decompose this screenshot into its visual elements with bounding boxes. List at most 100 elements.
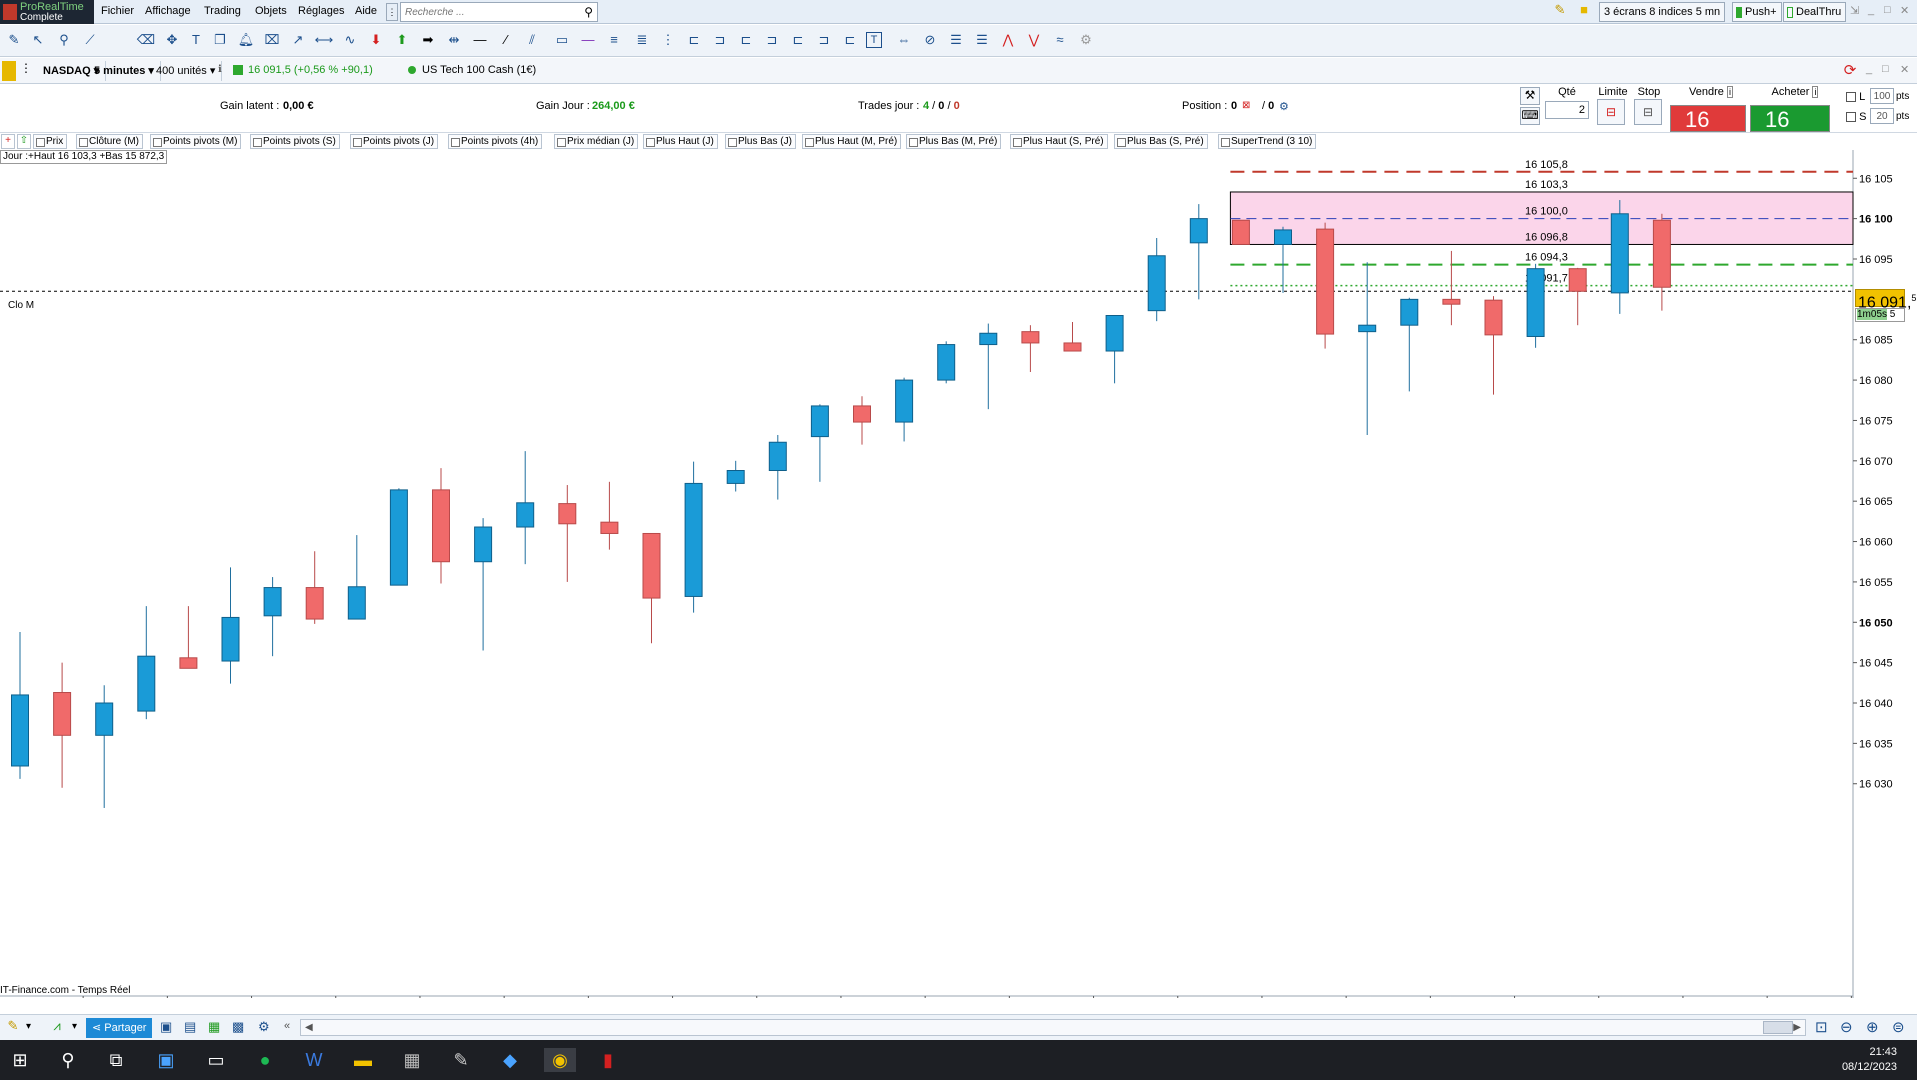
- scroll-right-icon[interactable]: ▶: [1793, 1022, 1801, 1033]
- move-icon[interactable]: ✥: [166, 32, 178, 47]
- qty-input[interactable]: [1545, 101, 1589, 119]
- tools-icon[interactable]: ✎: [1554, 2, 1566, 17]
- scale-icon[interactable]: ⇔: [897, 32, 911, 47]
- refresh-icon[interactable]: ⟳: [1843, 62, 1857, 79]
- rectangle-icon[interactable]: ▭: [555, 32, 569, 47]
- level-7-icon[interactable]: ⊏: [844, 32, 856, 47]
- indicator-prix[interactable]: Prix: [33, 134, 68, 149]
- arrow-line-icon[interactable]: ↗: [292, 32, 304, 47]
- chat-icon[interactable]: ▣: [160, 1019, 173, 1034]
- zoom-in-icon[interactable]: ⊕: [1866, 1019, 1879, 1036]
- search-input[interactable]: [401, 3, 571, 21]
- search-icon[interactable]: ⚲: [584, 5, 593, 19]
- spotify-icon[interactable]: ●: [259, 1050, 271, 1070]
- indicator-plus-bas-s[interactable]: Plus Bas (S, Pré): [1114, 134, 1208, 149]
- sheet-icon[interactable]: ▦: [208, 1019, 221, 1034]
- keyboard-icon[interactable]: ⌨: [1520, 107, 1540, 125]
- level-1-icon[interactable]: ⊏: [688, 32, 700, 47]
- indicator-chart-icon[interactable]: ⩘: [53, 1018, 61, 1033]
- indicator-prix-median[interactable]: Prix médian (J): [554, 134, 639, 149]
- long-checkbox[interactable]: [1846, 92, 1856, 103]
- bell-icon[interactable]: 🔔︎: [237, 32, 255, 47]
- level-4-icon[interactable]: ⊐: [766, 32, 778, 47]
- calculator-icon[interactable]: ▦: [403, 1050, 421, 1070]
- zoom-icon[interactable]: ⚲: [59, 32, 69, 47]
- indicator-plus-haut-j[interactable]: Plus Haut (J): [643, 134, 718, 149]
- price-chart[interactable]: 16 105,8 16 103,3 16 100,0 16 096,8 16 094,3…: [0, 150, 1917, 998]
- push-button[interactable]: Push+: [1732, 2, 1782, 22]
- buy-button[interactable]: 16 092,0: [1750, 105, 1830, 162]
- parallel-icon[interactable]: ≡: [610, 32, 618, 47]
- menu-affichage[interactable]: Affichage: [145, 5, 191, 17]
- arrow-down-red-icon[interactable]: ⬇: [370, 32, 382, 47]
- trash-icon[interactable]: ⌧: [264, 32, 280, 47]
- close-position-icon[interactable]: ⊠: [1242, 100, 1251, 111]
- search-icon[interactable]: ⚲: [61, 1050, 75, 1070]
- exchange-dropdown[interactable]: NASDAQ ▾: [37, 61, 107, 81]
- curve-icon[interactable]: ∿: [344, 32, 356, 47]
- text-box-icon[interactable]: T: [866, 32, 882, 48]
- indicator-pivots-m[interactable]: Points pivots (M): [150, 134, 242, 149]
- horizontal-line-icon[interactable]: —: [473, 32, 487, 47]
- settings-circle-icon[interactable]: ⚙: [1080, 32, 1092, 47]
- window-maximize-icon[interactable]: □: [1882, 63, 1889, 75]
- zoom-fit-icon[interactable]: ⊡: [1815, 1019, 1828, 1036]
- wave-3-icon[interactable]: ≈: [1056, 32, 1064, 47]
- arrow-right-icon[interactable]: ➡: [422, 32, 434, 47]
- indicator-plus-bas-m[interactable]: Plus Bas (M, Pré): [906, 134, 1002, 149]
- horizontal-ray-icon[interactable]: ⇹: [448, 32, 460, 47]
- level-6-icon[interactable]: ⊐: [818, 32, 830, 47]
- menu-reglages[interactable]: Réglages: [298, 5, 345, 17]
- alert-icon[interactable]: ■: [1580, 2, 1588, 17]
- fibonacci-icon[interactable]: ≣: [636, 32, 648, 47]
- settings-icon[interactable]: ⚙: [258, 1019, 270, 1034]
- word-icon[interactable]: W: [305, 1050, 323, 1070]
- tools-icon[interactable]: ✎: [7, 1018, 19, 1033]
- text-icon[interactable]: T: [192, 32, 200, 47]
- indicator-pivots-s[interactable]: Points pivots (S): [250, 134, 340, 149]
- workspace-button[interactable]: 3 écrans 8 indices 5 mn: [1599, 2, 1726, 22]
- remote-desktop-icon[interactable]: ◆: [503, 1050, 517, 1070]
- system-clock[interactable]: 21:43 08/12/2023: [1842, 1045, 1897, 1075]
- search-toggle-icon[interactable]: ⋮: [386, 3, 398, 21]
- app-logo[interactable]: ProRealTime Complete: [0, 0, 94, 24]
- menu-objets[interactable]: Objets: [255, 5, 287, 17]
- arrow-up-green-icon[interactable]: ⬆: [396, 32, 408, 47]
- report-icon[interactable]: ▤: [184, 1019, 197, 1034]
- search-box[interactable]: ⚲: [400, 2, 598, 22]
- zoom-out-icon[interactable]: ⊖: [1840, 1019, 1853, 1036]
- indicator-plus-bas-j[interactable]: Plus Bas (J): [725, 134, 796, 149]
- short-checkbox[interactable]: [1846, 112, 1856, 123]
- share-button[interactable]: ⋖ Partager: [86, 1018, 153, 1038]
- chevron-down-icon[interactable]: ▾: [26, 1021, 32, 1032]
- task-view-icon[interactable]: ⧉: [109, 1050, 123, 1070]
- indicator-plus-haut-m[interactable]: Plus Haut (M, Pré): [802, 134, 902, 149]
- scroll-thumb[interactable]: [1763, 1021, 1793, 1034]
- minimize-icon[interactable]: _: [1868, 4, 1875, 16]
- ruler-icon[interactable]: ⟋: [85, 32, 95, 47]
- chevron-down-icon[interactable]: ▾: [72, 1021, 78, 1032]
- add-indicator-icon[interactable]: +: [1, 134, 15, 149]
- trend-line-icon[interactable]: ⁄: [504, 32, 508, 47]
- copy-icon[interactable]: ❐: [214, 32, 226, 47]
- screener-icon[interactable]: ▩: [232, 1019, 245, 1034]
- detach-icon[interactable]: ⇲: [1850, 5, 1860, 17]
- short-points-input[interactable]: [1870, 108, 1894, 124]
- channel-icon[interactable]: ⫽: [529, 32, 535, 47]
- chrome-icon[interactable]: ◉: [544, 1048, 576, 1072]
- stop-order-button[interactable]: ⊟: [1634, 99, 1662, 125]
- pencil-icon[interactable]: ✎: [8, 32, 20, 47]
- order-tools-icon[interactable]: ⚒: [1520, 87, 1540, 105]
- wave-2-icon[interactable]: ⋁: [1028, 32, 1040, 47]
- list-2-icon[interactable]: ☰: [976, 32, 988, 47]
- menu-fichier[interactable]: Fichier: [101, 5, 135, 17]
- indicator-cloture-m[interactable]: Clôture (M): [76, 134, 144, 149]
- timeframe-dropdown[interactable]: 5 minutes ▾: [88, 61, 161, 81]
- level-3-icon[interactable]: ⊏: [740, 32, 752, 47]
- long-points-input[interactable]: [1870, 88, 1894, 104]
- collapse-left-icon[interactable]: «: [284, 1020, 291, 1032]
- close-icon[interactable]: ✕: [1900, 5, 1910, 17]
- window-minimize-icon[interactable]: _: [1866, 63, 1873, 75]
- window-close-icon[interactable]: ✕: [1900, 64, 1910, 76]
- purple-line-icon[interactable]: —: [581, 32, 595, 47]
